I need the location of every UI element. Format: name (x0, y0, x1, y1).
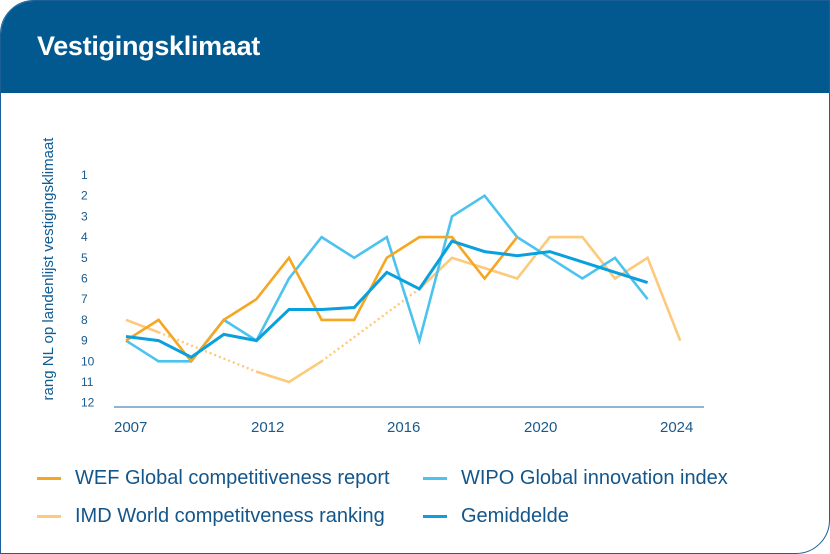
x-tick-labels: 2007 2012 2016 2020 2024 (114, 419, 693, 436)
series-line-imd (256, 360, 323, 384)
series-line-wipo (125, 193, 649, 363)
legend-item-avg: Gemiddelde (423, 503, 569, 529)
y-tick-label: 1 (81, 168, 88, 182)
y-axis-title-group: rang NL op landenlijst vestigingsklimaat (40, 137, 57, 401)
legend-swatch-wef (37, 476, 61, 480)
y-tick-label: 2 (81, 189, 88, 203)
y-tick-label: 3 (81, 209, 88, 223)
y-tick-label: 11 (81, 375, 94, 389)
legend-item-wipo: WIPO Global innovation index (423, 465, 728, 491)
x-tick-label: 2020 (524, 419, 557, 436)
legend-label-wipo: WIPO Global innovation index (461, 466, 728, 489)
y-axis-title: rang NL op landenlijst vestigingsklimaat (40, 137, 57, 401)
y-tick-label: 9 (81, 334, 88, 348)
legend-swatch-avg (423, 514, 447, 518)
series-line-wef (125, 235, 519, 364)
legend-label-wef: WEF Global competitiveness report (75, 466, 390, 489)
legend-swatch-wipo (423, 476, 447, 480)
series-gap-imd (320, 287, 421, 363)
series-group (125, 193, 682, 384)
chart-title: Vestigingsklimaat (37, 31, 260, 61)
legend-label-imd: IMD World competitveness ranking (75, 504, 385, 527)
header-bar: Vestigingsklimaat (1, 1, 829, 93)
x-tick-label: 2012 (251, 419, 284, 436)
y-tick-label: 6 (81, 272, 88, 286)
x-tick-label: 2016 (387, 419, 420, 436)
x-tick-label: 2024 (660, 419, 693, 436)
y-tick-label: 12 (81, 396, 95, 410)
x-tick-label: 2007 (114, 419, 147, 436)
legend-item-wef: WEF Global competitiveness report (37, 465, 390, 491)
legend-item-imd: IMD World competitveness ranking (37, 503, 385, 529)
y-tick-label: 4 (81, 230, 88, 244)
y-tick-label: 5 (81, 251, 88, 265)
series-line-imd (125, 318, 160, 334)
legend-label-avg: Gemiddelde (461, 504, 569, 527)
legend-swatch-imd (37, 514, 61, 518)
y-tick-label: 8 (81, 313, 88, 327)
series-line-avg (125, 239, 649, 359)
y-tick-label: 10 (81, 354, 95, 368)
y-tick-label: 7 (81, 292, 88, 306)
series-line-imd (418, 235, 682, 342)
